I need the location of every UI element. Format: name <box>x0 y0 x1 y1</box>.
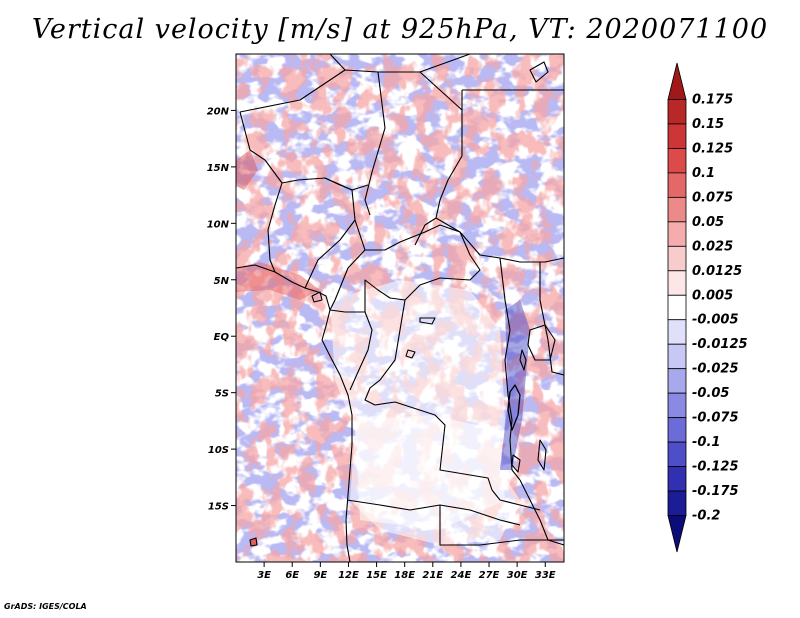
lat-tick-label: 15N <box>207 163 230 174</box>
colorbar-segment <box>667 123 687 149</box>
lat-tick-label: EQ <box>214 332 230 343</box>
longitude-axis: 3E 6E 9E 12E 15E 18E 21E 24E 27E 30E 33E <box>257 562 556 581</box>
colorbar-segment <box>667 270 687 296</box>
lat-tick-label: 5S <box>215 389 229 400</box>
colorbar-label: -0.1 <box>692 435 720 450</box>
colorbar-segment <box>667 148 687 174</box>
lat-tick-label: 10S <box>208 445 229 456</box>
colorbar-label: -0.125 <box>692 460 739 475</box>
lon-tick-label: 27E <box>479 570 500 581</box>
colorbar-label: 0.0125 <box>692 264 742 279</box>
colorbar-segment <box>667 245 687 272</box>
credit-text: GrADS: IGES/COLA <box>4 602 87 611</box>
colorbar-segment <box>667 392 687 419</box>
colorbar-label: 0.175 <box>692 92 733 107</box>
lon-tick-label: 12E <box>338 570 359 581</box>
colorbar-segment <box>667 99 687 125</box>
colorbar-label: 0.005 <box>692 288 733 303</box>
colorbar-segment <box>667 319 687 345</box>
colorbar-segment <box>667 417 687 443</box>
lon-tick-label: 30E <box>507 570 528 581</box>
lon-tick-label: 3E <box>257 570 271 581</box>
colorbar-label: 0.075 <box>692 190 733 205</box>
lon-tick-label: 33E <box>535 570 556 581</box>
colorbar-segment <box>667 294 687 321</box>
colorbar-segment <box>667 172 687 198</box>
colorbar-label: 0.05 <box>692 215 724 230</box>
lon-tick-label: 6E <box>285 570 299 581</box>
colorbar-segment <box>667 368 687 394</box>
colorbar-label: -0.075 <box>692 411 739 426</box>
colorbar-label: 0.15 <box>692 117 724 132</box>
colorbar-segment <box>667 196 687 223</box>
velocity-field <box>236 54 564 562</box>
colorbar-label: -0.0125 <box>692 337 748 352</box>
colorbar-segment <box>667 441 687 467</box>
lat-tick-label: 20N <box>207 106 230 117</box>
lon-tick-label: 15E <box>366 570 387 581</box>
lon-tick-label: 24E <box>451 570 472 581</box>
colorbar-label: -0.025 <box>692 362 739 377</box>
colorbar-label: 0.1 <box>692 166 715 181</box>
lon-tick-label: 18E <box>394 570 415 581</box>
colorbar-segment <box>667 466 687 492</box>
lat-tick-label: 5N <box>214 276 230 287</box>
colorbar-label: 0.125 <box>692 141 733 156</box>
colorbar-label: -0.2 <box>692 509 720 524</box>
colorbar-label: -0.05 <box>692 386 729 401</box>
colorbar-segment <box>667 490 687 516</box>
colorbar-label: -0.005 <box>692 313 739 328</box>
colorbar-segment <box>667 62 687 100</box>
map-frame <box>235 53 565 563</box>
map-title: Vertical velocity [m/s] at 925hPa, VT: 2… <box>31 14 769 45</box>
lon-tick-label: 9E <box>313 570 327 581</box>
lon-tick-label: 21E <box>422 570 443 581</box>
colorbar-segment <box>667 343 687 370</box>
country-borders <box>236 54 564 562</box>
colorbar: 0.175 0.15 0.125 0.1 0.075 0.05 0.025 0.0125 0.0… <box>667 62 748 553</box>
lat-tick-label: 15S <box>208 502 229 513</box>
lat-tick-label: 10N <box>207 219 230 230</box>
colorbar-label: -0.175 <box>692 484 739 499</box>
colorbar-segment <box>667 221 687 247</box>
latitude-axis: 20N 15N 10N 5N EQ 5S 10S 15S <box>207 106 236 513</box>
colorbar-label: 0.025 <box>692 239 733 254</box>
colorbar-segment <box>667 515 687 553</box>
